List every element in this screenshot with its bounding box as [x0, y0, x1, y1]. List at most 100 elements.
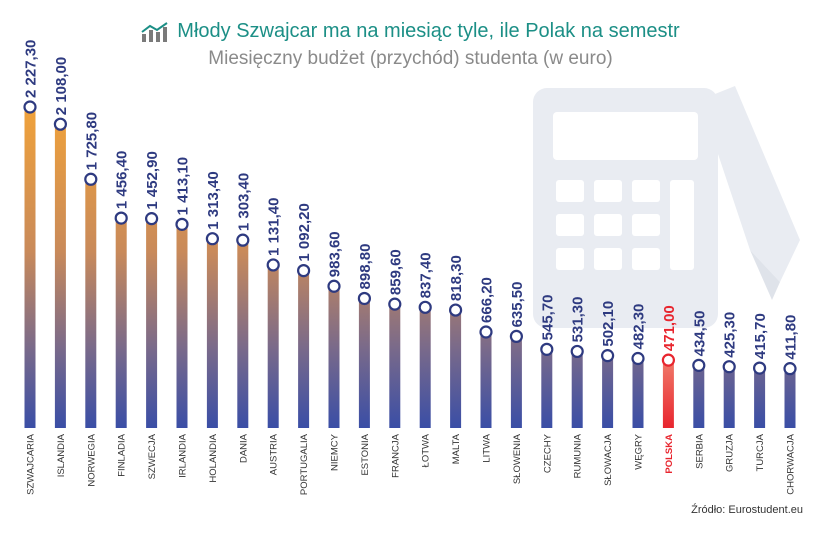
value-label-23: 425,30: [722, 312, 739, 358]
bar-13: [419, 307, 431, 428]
bar-21: [662, 360, 674, 428]
value-label-2: 1 725,80: [83, 112, 100, 170]
bar-11: [358, 298, 370, 428]
bar-24: [754, 368, 766, 428]
category-label-13: ŁOTWA: [421, 433, 432, 467]
category-label-9: PORTUGALIA: [299, 433, 310, 495]
bar-marker-24: [752, 361, 767, 375]
category-label-12: FRANCJA: [390, 433, 401, 477]
category-label-24: TURCJA: [755, 433, 766, 471]
bar-marker-5: [175, 217, 189, 231]
bar-marker-8: [266, 258, 280, 272]
value-label-22: 434,50: [691, 310, 708, 356]
bar-16: [510, 336, 522, 428]
value-label-16: 635,50: [509, 282, 526, 328]
bar-7: [237, 240, 249, 428]
bar-marker-13: [418, 300, 432, 314]
title-block: Młody Szwajcar ma na miesiąc tyle, ile P…: [0, 20, 821, 47]
value-label-3: 1 456,40: [114, 151, 131, 209]
bar-17: [541, 349, 553, 428]
value-label-9: 1 092,20: [296, 203, 313, 261]
value-label-25: 411,80: [783, 315, 800, 360]
chart-title: Młody Szwajcar ma na miesiąc tyle, ile P…: [177, 20, 680, 42]
bar-20: [632, 358, 644, 428]
value-label-5: 1 413,10: [175, 157, 192, 215]
category-label-4: SZWECJA: [147, 433, 158, 479]
bar-14: [450, 310, 462, 428]
bar-marker-1: [53, 117, 68, 131]
value-label-4: 1 452,90: [144, 151, 161, 209]
category-label-10: NIEMCY: [330, 433, 341, 471]
bar-15: [480, 331, 492, 428]
value-label-8: 1 131,40: [266, 198, 283, 256]
value-label-24: 415,70: [752, 313, 769, 359]
value-label-7: 1 303,40: [235, 173, 252, 231]
value-label-1: 2 108,00: [53, 57, 70, 115]
bar-marker-18: [570, 344, 584, 359]
category-label-25: CHORWACJA: [786, 433, 797, 494]
bar-marker-9: [297, 263, 311, 278]
category-label-20: WĘGRY: [634, 433, 645, 469]
bar-5: [176, 224, 188, 428]
chart-trend-icon: [141, 21, 168, 42]
category-label-18: RUMUNIA: [573, 433, 584, 478]
category-label-7: DANIA: [238, 433, 249, 463]
value-label-11: 898,80: [357, 244, 374, 290]
bar-marker-16: [509, 329, 524, 344]
bar-22: [693, 365, 705, 428]
bar-marker-2: [84, 172, 98, 186]
category-label-3: FINLADIA: [117, 433, 128, 476]
bar-marker-3: [114, 211, 128, 225]
chart-subtitle: Miesięczny budżet (przychód) studenta (w…: [208, 48, 613, 69]
bar-marker-25: [783, 362, 797, 376]
category-label-0: SZWAJCARIA: [26, 433, 37, 495]
category-label-5: IRLANDIA: [178, 433, 189, 477]
calculator-illustration-icon: [533, 88, 718, 328]
category-label-11: ESTONIA: [360, 433, 371, 475]
value-label-15: 666,20: [479, 277, 496, 323]
bar-marker-19: [600, 349, 615, 363]
bar-marker-20: [631, 351, 645, 366]
value-label-0: 2 227,30: [23, 40, 40, 98]
value-label-20: 482,30: [631, 304, 648, 350]
bar-9: [298, 270, 310, 428]
category-label-2: NORWEGIA: [86, 433, 97, 486]
bar-23: [723, 366, 735, 428]
category-label-22: SERBIA: [694, 433, 705, 469]
bar-marker-6: [205, 232, 219, 246]
bar-marker-10: [327, 279, 341, 293]
value-label-17: 545,70: [539, 294, 556, 340]
bar-12: [389, 304, 401, 428]
bar-1: [54, 124, 66, 428]
bar-marker-22: [692, 358, 706, 372]
category-label-8: AUSTRIA: [269, 433, 280, 475]
value-label-21: 471,00: [661, 305, 678, 351]
bar-marker-4: [145, 212, 159, 226]
bar-marker-0: [23, 100, 37, 114]
bar-0: [24, 107, 36, 428]
source-note: Źródło: Eurostudent.eu: [691, 504, 803, 516]
bar-6: [206, 238, 218, 428]
value-label-10: 983,60: [327, 231, 344, 277]
bar-2: [85, 179, 97, 428]
bar-10: [328, 286, 340, 428]
category-label-15: LITWA: [482, 433, 493, 462]
bar-marker-17: [540, 342, 554, 356]
value-label-13: 837,40: [418, 252, 435, 298]
bar-marker-23: [722, 360, 736, 374]
category-label-1: ISLANDIA: [56, 433, 67, 477]
bar-3: [115, 218, 127, 428]
value-label-19: 502,10: [600, 301, 617, 347]
category-label-17: CZECHY: [542, 433, 553, 473]
bar-19: [602, 355, 614, 428]
bar-marker-12: [388, 297, 402, 311]
category-label-19: SŁOWACJA: [603, 433, 614, 486]
bar-8: [267, 264, 279, 428]
bar-4: [146, 218, 158, 428]
bar-marker-14: [449, 303, 463, 317]
bar-marker-7: [236, 233, 250, 247]
value-label-6: 1 313,40: [205, 171, 222, 229]
bar-18: [571, 351, 583, 428]
bar-marker-11: [357, 291, 371, 306]
